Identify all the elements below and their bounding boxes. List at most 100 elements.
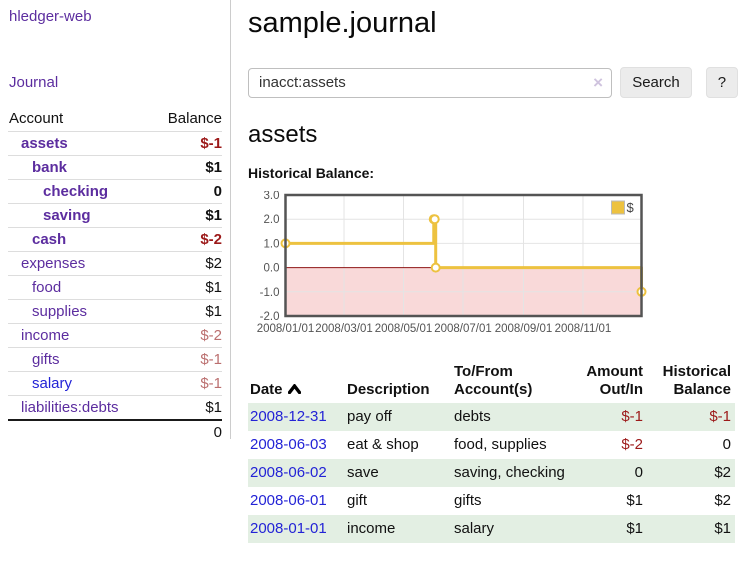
transaction-description: pay off: [345, 403, 452, 431]
svg-text:1.0: 1.0: [264, 238, 280, 250]
account-row: checking 0: [8, 179, 222, 204]
transaction-date-link[interactable]: 2008-12-31: [250, 408, 327, 425]
register-header-amount: Amount Out/In: [586, 363, 643, 398]
account-balance: $2: [150, 251, 222, 276]
register-header-description: Description: [347, 381, 430, 398]
register-header-date[interactable]: Date: [248, 361, 345, 403]
search-form: × Search ?: [248, 67, 738, 98]
accounts-table-body: assets $-1 bank $1 checking 0 saving $1 cash $-2 e…: [8, 131, 222, 421]
transaction-accounts: gifts: [454, 492, 482, 509]
transaction-description: income: [345, 515, 452, 543]
account-link[interactable]: assets: [21, 135, 68, 152]
svg-text:3.0: 3.0: [264, 191, 280, 202]
sidebar-item-journal[interactable]: Journal: [9, 74, 59, 91]
account-link[interactable]: gifts: [32, 351, 60, 368]
account-balance: $-1: [150, 371, 222, 396]
account-link[interactable]: bank: [32, 159, 68, 176]
account-link[interactable]: saving: [43, 207, 91, 224]
sort-asc-icon: [287, 381, 301, 399]
account-row: bank $1: [8, 155, 222, 180]
chart-section-label: Historical Balance:: [248, 165, 375, 181]
account-row: supplies $1: [8, 299, 222, 324]
account-row: income $-2: [8, 323, 222, 348]
transaction-balance: $2: [647, 459, 735, 487]
account-link[interactable]: expenses: [21, 255, 86, 272]
transaction-amount: 0: [574, 459, 647, 487]
transaction-date-link[interactable]: 2008-01-01: [250, 520, 327, 537]
transaction-balance: $-1: [647, 403, 735, 431]
register-row: 2008-06-02 save saving, checking 0 $2: [248, 459, 735, 487]
svg-text:2008/11/01: 2008/11/01: [555, 323, 612, 335]
svg-text:$: $: [627, 200, 635, 215]
account-link[interactable]: liabilities:debts: [21, 399, 119, 416]
transaction-accounts: saving, checking: [452, 459, 574, 487]
register-header-balance: Historical Balance: [662, 363, 731, 398]
svg-text:2008/05/01: 2008/05/01: [375, 323, 433, 335]
transaction-date-link[interactable]: 2008-06-03: [250, 436, 327, 453]
svg-text:-1.0: -1.0: [260, 287, 280, 299]
transaction-description: eat & shop: [347, 436, 419, 453]
account-balance: $-2: [150, 227, 222, 252]
svg-text:-2.0: -2.0: [260, 311, 280, 323]
account-balance: $-2: [150, 323, 222, 348]
register-header-accounts: To/From Account(s): [454, 363, 533, 398]
app-title-link[interactable]: hledger-web: [9, 8, 92, 25]
account-link[interactable]: cash: [32, 231, 67, 248]
transaction-balance: 0: [722, 436, 731, 453]
account-link[interactable]: salary: [32, 375, 73, 392]
account-link[interactable]: income: [21, 327, 70, 344]
account-row: cash $-2: [8, 227, 222, 252]
transaction-amount: $1: [626, 492, 643, 509]
transaction-accounts: food, supplies: [454, 436, 547, 453]
chart-container: $3.0 2.0 1.0 0.0 -1.0 -2.0 2008/01/01 2008/03/0…: [248, 190, 738, 348]
register-row: 2008-01-01 income salary $1 $1: [248, 515, 735, 543]
svg-text:2008/09/01: 2008/09/01: [495, 323, 553, 335]
account-link[interactable]: supplies: [32, 303, 88, 320]
register-header-date-label: Date: [250, 381, 283, 398]
accounts-table: Account Balance assets $-1 bank $1 checking 0…: [8, 107, 222, 444]
account-balance: 0: [150, 179, 222, 204]
transaction-amount: $-1: [574, 403, 647, 431]
register-row: 2008-06-03 eat & shop food, supplies $-2 0: [248, 431, 735, 459]
transaction-description: save: [345, 459, 452, 487]
account-row: liabilities:debts $1: [8, 395, 222, 421]
transaction-date-link[interactable]: 2008-06-01: [250, 492, 327, 509]
search-input[interactable]: [248, 67, 612, 98]
account-link[interactable]: food: [32, 279, 62, 296]
transaction-accounts: salary: [452, 515, 574, 543]
accounts-header-row: Account Balance: [8, 107, 222, 132]
register-row: 2008-06-01 gift gifts $1 $2: [248, 487, 735, 515]
accounts-header-account: Account: [8, 107, 151, 132]
accounts-header-balance: Balance: [150, 107, 222, 132]
search-box: ×: [248, 67, 612, 98]
search-button[interactable]: Search: [620, 67, 692, 98]
svg-text:2008/07/01: 2008/07/01: [434, 323, 492, 335]
account-heading: assets: [248, 121, 318, 148]
sidebar: hledger-web Journal Account Balance asse…: [0, 0, 231, 444]
main-content: sample.journal × Search ? assets Histori…: [248, 0, 738, 543]
account-row: salary $-1: [8, 371, 222, 396]
register-header-row: Date Description To/From Account(s) Amou…: [248, 361, 735, 403]
transaction-accounts: debts: [452, 403, 574, 431]
account-balance: $1: [150, 155, 222, 180]
account-row: expenses $2: [8, 251, 222, 276]
account-balance: $1: [150, 275, 222, 300]
account-balance: $1: [150, 395, 222, 421]
transaction-balance: $2: [714, 492, 731, 509]
transaction-balance: $1: [647, 515, 735, 543]
account-balance: $1: [150, 203, 222, 228]
svg-text:0.0: 0.0: [264, 263, 280, 275]
transaction-date-link[interactable]: 2008-06-02: [250, 464, 327, 481]
account-link[interactable]: checking: [43, 183, 109, 200]
accounts-total-row: 0: [8, 419, 222, 444]
transaction-amount: $-2: [621, 436, 643, 453]
transaction-description: gift: [347, 492, 368, 509]
svg-text:2008/03/01: 2008/03/01: [315, 323, 373, 335]
register-table: Date Description To/From Account(s) Amou…: [248, 361, 735, 543]
account-balance: $-1: [150, 347, 222, 372]
accounts-total-value: 0: [150, 419, 222, 444]
help-button[interactable]: ?: [705, 67, 738, 98]
clear-search-icon[interactable]: ×: [593, 72, 603, 92]
